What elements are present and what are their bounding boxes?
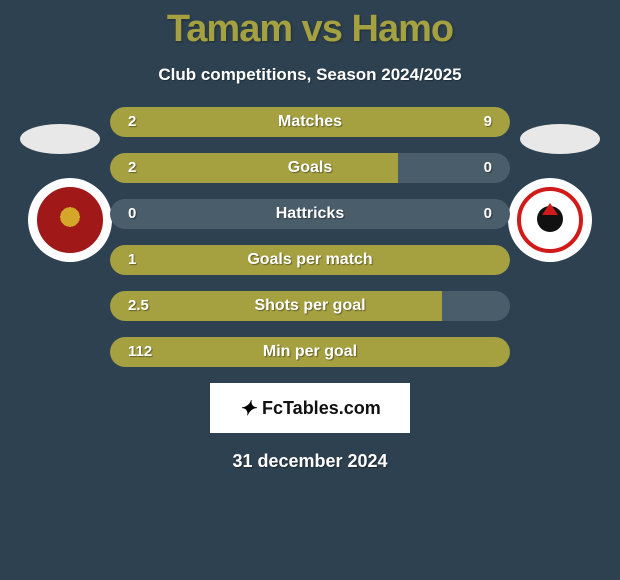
source-logo: ✦ FcTables.com [210,383,410,433]
logo-text: FcTables.com [262,398,381,419]
stat-row: 1Goals per match [0,245,620,275]
stat-row: 00Hattricks [0,199,620,229]
comparison-chart: 29Matches 20Goals 00Hattricks 1Goals per ma… [0,107,620,367]
stat-label: Goals [110,153,510,183]
stat-label: Matches [110,107,510,137]
page-title: Tamam vs Hamo [0,0,620,51]
stat-label: Hattricks [110,199,510,229]
stat-label: Goals per match [110,245,510,275]
stat-row: 20Goals [0,153,620,183]
chart-icon: ✦ [239,396,256,421]
stat-label: Shots per goal [110,291,510,321]
stat-row: 2.5Shots per goal [0,291,620,321]
date-label: 31 december 2024 [0,451,620,472]
subtitle: Club competitions, Season 2024/2025 [0,65,620,85]
stat-row: 112Min per goal [0,337,620,367]
stat-label: Min per goal [110,337,510,367]
stat-row: 29Matches [0,107,620,137]
